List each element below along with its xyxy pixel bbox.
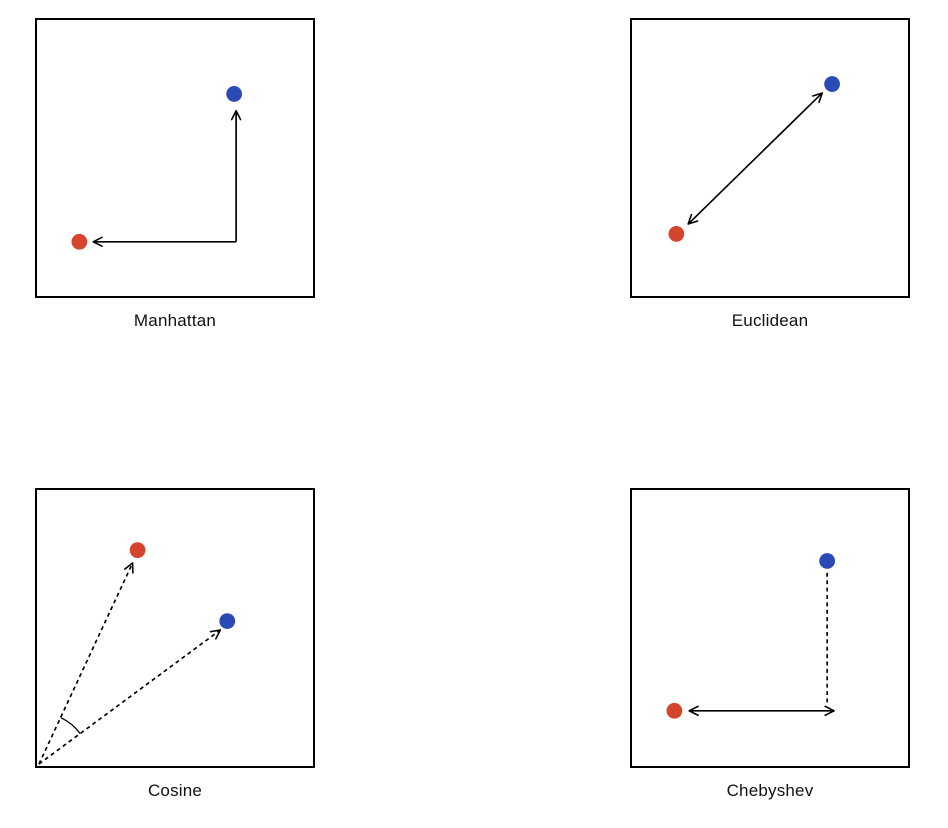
chebyshev-diagram	[666, 553, 836, 719]
manhattan-plot-box	[35, 18, 315, 298]
euclidean-red-point	[668, 226, 685, 242]
euclidean-label: Euclidean	[731, 311, 809, 330]
panel-chebyshev: Chebyshev	[630, 488, 910, 801]
chebyshev-blue-point	[819, 553, 836, 569]
cosine-plot-box	[35, 488, 315, 768]
chebyshev-label: Chebyshev	[726, 781, 814, 800]
panel-cosine: Cosine	[35, 488, 315, 801]
cosine-red-point	[129, 542, 146, 559]
cosine-diagram	[38, 542, 236, 765]
chebyshev-red-point	[666, 702, 683, 719]
chebyshev-plot-box	[630, 488, 910, 768]
cosine-label: Cosine	[147, 781, 203, 800]
panel-euclidean: Euclidean	[630, 18, 910, 331]
manhattan-label: Manhattan	[133, 311, 217, 330]
euclidean-blue-point	[824, 76, 840, 92]
euclidean-plot-box	[630, 18, 910, 298]
manhattan-red-point	[71, 233, 88, 250]
manhattan-blue-point	[226, 86, 243, 102]
panel-manhattan: Manhattan	[35, 18, 315, 331]
euclidean-diagram	[668, 76, 840, 242]
manhattan-diagram	[71, 86, 243, 250]
cosine-blue-point	[219, 613, 236, 629]
